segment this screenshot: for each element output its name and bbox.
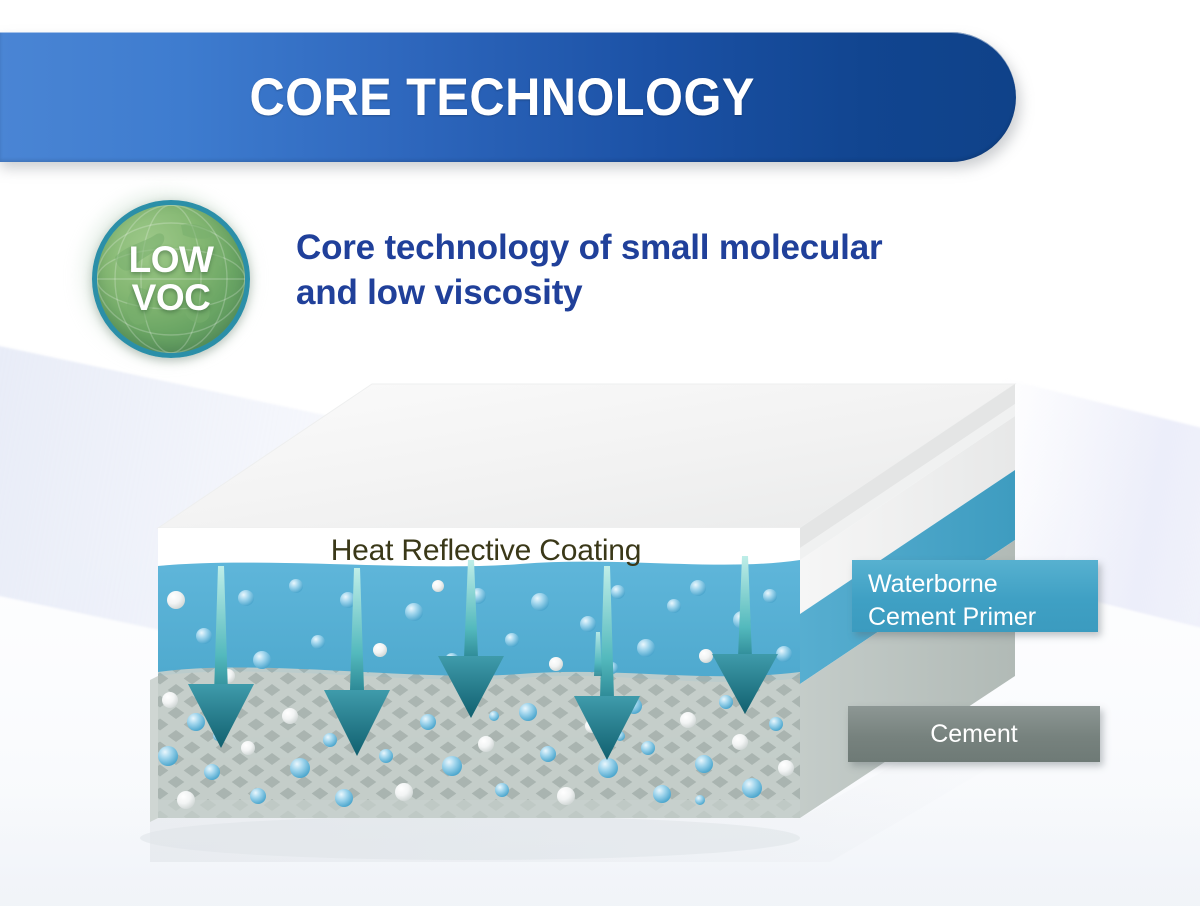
- globe-graticule-icon: [97, 205, 245, 353]
- header-banner: CORE TECHNOLOGY: [0, 32, 1016, 162]
- globe-icon: LOW VOC: [92, 200, 250, 358]
- label-waterborne-cement-primer: Waterborne Cement Primer: [852, 560, 1098, 632]
- headline-line-2: and low viscosity: [296, 272, 583, 312]
- primer-label-line-1: Waterborne: [868, 570, 998, 598]
- label-cement: Cement: [848, 706, 1100, 762]
- coating-layer-label: Heat Reflective Coating: [330, 534, 642, 567]
- background-bottom-fade: [0, 786, 1200, 906]
- badge-line-1: LOW: [128, 238, 214, 280]
- primer-label-line-2: Cement Primer: [868, 603, 1037, 631]
- headline: Core technology of small molecular and l…: [296, 226, 1016, 316]
- badge-line-2: VOC: [131, 277, 211, 318]
- low-voc-badge: LOW VOC: [74, 188, 258, 372]
- headline-line-1: Core technology of small molecular: [296, 228, 883, 267]
- cement-label-text: Cement: [930, 719, 1018, 748]
- page-title: CORE TECHNOLOGY: [249, 67, 756, 127]
